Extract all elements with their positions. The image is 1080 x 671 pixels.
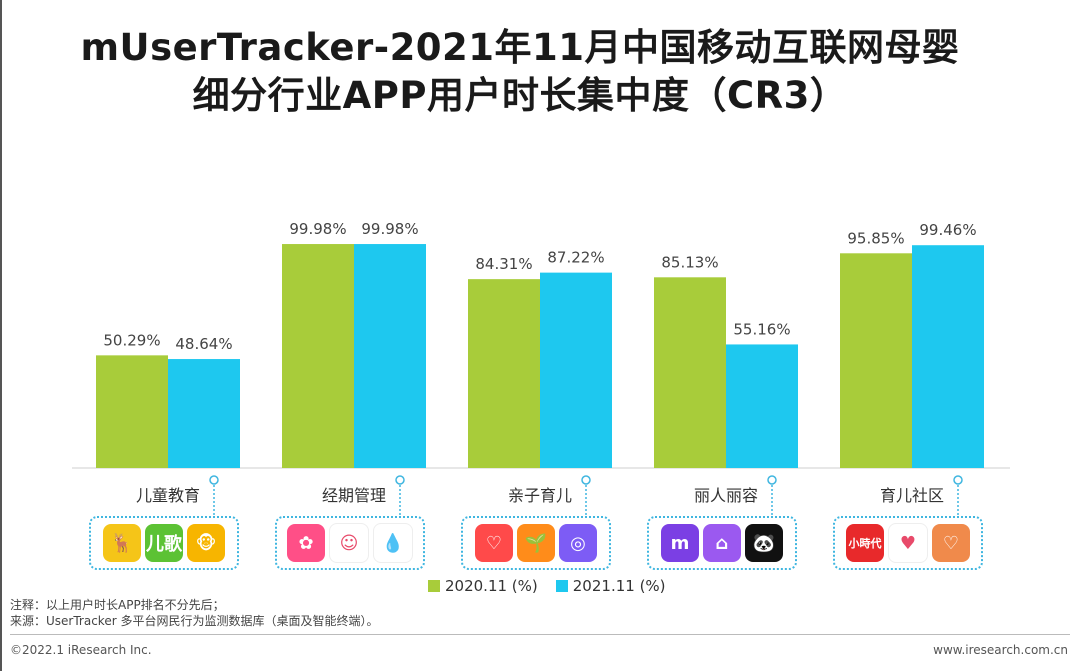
bar-2020-5	[840, 253, 912, 468]
data-label-2020-3: 84.31%	[475, 255, 532, 273]
monkey-app-icon: 🐵	[187, 524, 225, 562]
app-group-5: 小時代 ♥ ♡	[833, 516, 983, 570]
legend-label-2020: 2020.11 (%)	[445, 577, 538, 595]
data-label-2021-4: 55.16%	[733, 320, 790, 338]
connector-dot-3	[581, 475, 591, 485]
heart-hands-icon: ♡	[932, 524, 970, 562]
drop-icon: 💧	[373, 523, 413, 563]
app-group-3: ♡ 🌱 ◎	[461, 516, 611, 570]
bar-2021-3	[540, 272, 612, 468]
bar-2020-4	[654, 277, 726, 468]
bar-2020-2	[282, 244, 354, 468]
erge-duoduo-icon: 儿歌	[145, 524, 183, 562]
panda-hat-icon: 🐼	[745, 524, 783, 562]
legend-item-2020: 2020.11 (%)	[428, 577, 538, 595]
website-url: www.iresearch.com.cn	[933, 643, 1068, 657]
category-label-3: 亲子育儿	[508, 486, 572, 505]
bar-2021-4	[726, 344, 798, 468]
legend-swatch-2020	[428, 580, 440, 592]
xiaoshidai-icon: 小時代	[846, 524, 884, 562]
connector-dot-5	[953, 475, 963, 485]
deer-app-icon: 🦌	[103, 524, 141, 562]
girl-face-icon: ☺	[329, 523, 369, 563]
copyright-text: ©2022.1 iResearch Inc.	[10, 643, 152, 657]
data-label-2020-4: 85.13%	[661, 253, 718, 271]
bar-2021-2	[354, 244, 426, 468]
heart-colorful-icon: ♥	[888, 523, 928, 563]
legend-swatch-2021	[555, 580, 568, 592]
app-group-4: m ⌂ 🐼	[647, 516, 797, 570]
category-label-5: 育儿社区	[880, 486, 944, 505]
data-label-2020-2: 99.98%	[289, 220, 346, 238]
legend-item-2021: 2021.11 (%)	[555, 577, 666, 595]
chart-title-line1: mUserTracker-2021年11月中国移动互联网母婴	[80, 26, 960, 69]
sprout-icon: 🌱	[517, 524, 555, 562]
data-label-2021-2: 99.98%	[361, 220, 418, 238]
m-letter-icon: m	[661, 524, 699, 562]
footer-divider	[10, 634, 1070, 635]
heart-link-icon: ♡	[475, 524, 513, 562]
bar-chart: 50.29% 48.64% 儿童教育 99.98% 99.98% 经期管理 84.31% 87…	[72, 220, 1010, 518]
data-label-2021-1: 48.64%	[175, 335, 232, 353]
category-label-2: 经期管理	[322, 486, 386, 505]
legend: 2020.11 (%) 2021.11 (%)	[428, 577, 666, 595]
left-frame-border	[0, 0, 2, 671]
connector-dot-2	[395, 475, 405, 485]
data-label-2020-1: 50.29%	[103, 331, 160, 349]
bar-2020-1	[96, 355, 168, 468]
note-line: 注释：以上用户时长APP排名不分先后；	[10, 598, 225, 612]
data-label-2021-5: 99.46%	[919, 221, 976, 239]
bar-2020-3	[468, 279, 540, 468]
legend-label-2021: 2021.11 (%)	[572, 577, 666, 595]
app-group-2: ✿ ☺ 💧	[275, 516, 425, 570]
app-group-1: 🦌 儿歌 🐵	[89, 516, 239, 570]
data-label-2021-3: 87.22%	[547, 249, 604, 267]
connector-dot-1	[209, 475, 219, 485]
category-label-4: 丽人丽容	[694, 486, 758, 505]
photo-frame-icon: ⌂	[703, 524, 741, 562]
source-line: 来源：UserTracker 多平台网民行为监测数据库（桌面及智能终端）。	[10, 614, 379, 628]
bar-2021-1	[168, 359, 240, 468]
connector-dot-4	[767, 475, 777, 485]
flower-app-icon: ✿	[287, 524, 325, 562]
bar-2021-5	[912, 245, 984, 468]
chart-title-line2: 细分行业APP用户时长集中度（CR3）	[192, 74, 848, 117]
category-label-1: 儿童教育	[136, 486, 200, 505]
baby-belly-icon: ◎	[559, 524, 597, 562]
data-label-2020-5: 95.85%	[847, 229, 904, 247]
